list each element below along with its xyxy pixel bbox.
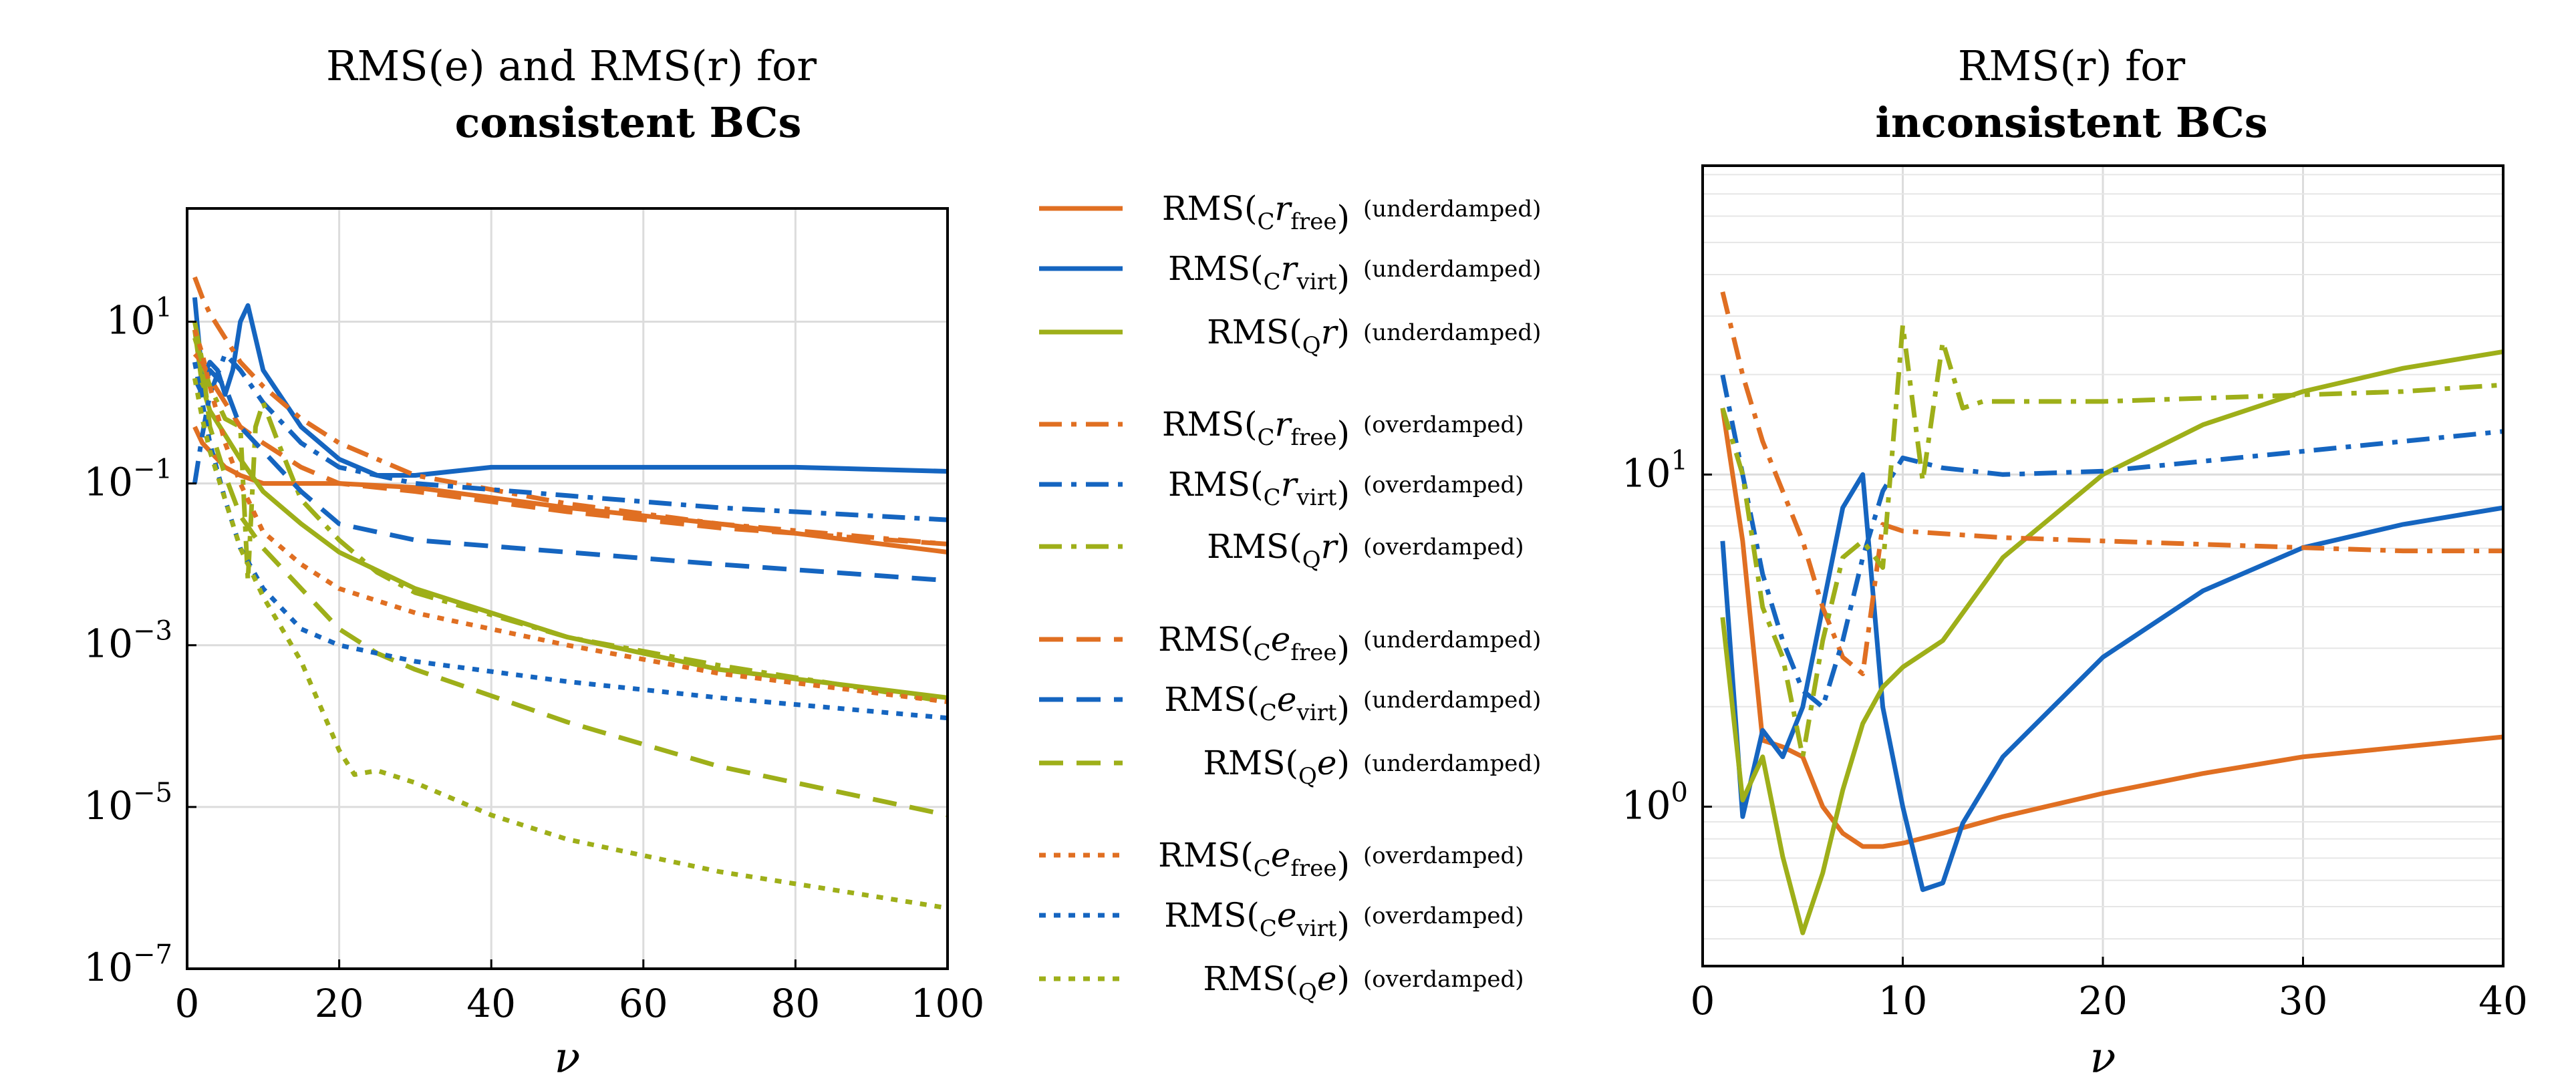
legend-label: RMS(Qe) (1203, 959, 1350, 1005)
left-series-line (192, 426, 948, 555)
left-series-line (192, 276, 948, 547)
right-series-line (1720, 374, 2504, 710)
left-ytick-label: 101 (106, 292, 172, 343)
legend-note: (underdamped) (1363, 319, 1541, 346)
legend-label: RMS(Qe) (1203, 744, 1350, 790)
left-ytick-label: 10−5 (84, 778, 172, 828)
left-chart-frame (186, 207, 949, 970)
right-title-line2: inconsistent BCs (1875, 98, 2267, 147)
right-x-axis-label: ν (2090, 1034, 2116, 1083)
legend-note: (overdamped) (1363, 966, 1524, 993)
left-series-line (192, 329, 948, 704)
legend-label: RMS(Crfree) (1162, 405, 1350, 453)
right-chart-ticks: 0 10 20 30 40 101 100 (1622, 445, 2528, 1024)
left-xtick-label: 60 (619, 981, 668, 1026)
left-ytick-label: 10−3 (84, 616, 172, 667)
left-xtick-label: 80 (770, 981, 820, 1026)
legend-entry: RMS(Qe) (overdamped) (1039, 959, 1524, 1005)
legend-label: RMS(Qr) (1207, 527, 1350, 573)
right-series-line (1720, 323, 2504, 760)
legend-note: (overdamped) (1363, 412, 1524, 438)
legend-note: (underdamped) (1363, 687, 1541, 714)
legend-entry: RMS(Cefree) (underdamped) (1039, 620, 1541, 668)
legend-note: (overdamped) (1363, 534, 1524, 561)
left-chart-ticks: 0 20 40 60 80 100 101 10−1 10−3 10−5 10−7 (84, 292, 984, 1026)
left-series-line (192, 351, 948, 522)
right-ytick-label: 101 (1622, 445, 1688, 496)
legend-entry: RMS(Cevirt) (overdamped) (1039, 896, 1524, 944)
left-title-line2: consistent BCs (455, 98, 802, 147)
left-ytick-label: 10−1 (84, 454, 172, 505)
left-x-axis-label: ν (555, 1034, 581, 1083)
left-series-line (192, 352, 948, 547)
left-series-line (192, 377, 948, 911)
legend-label: RMS(Cefree) (1158, 620, 1350, 668)
legend-note: (underdamped) (1363, 750, 1541, 777)
legend-note: (underdamped) (1363, 196, 1541, 222)
left-series-line (192, 297, 948, 478)
right-xtick-label: 30 (2279, 978, 2328, 1024)
legend-entry: RMS(Crvirt) (overdamped) (1039, 465, 1524, 513)
left-title-line1: RMS(e) and RMS(r) for (326, 41, 817, 90)
legend-entry: RMS(Crfree) (underdamped) (1039, 189, 1541, 237)
left-xtick-label: 0 (175, 981, 200, 1026)
left-series-line (192, 321, 948, 704)
legend-label: RMS(Crfree) (1162, 189, 1350, 237)
right-xtick-label: 0 (1691, 978, 1715, 1024)
legend-entry: RMS(Qr) (underdamped) (1039, 313, 1541, 359)
right-series-line (1720, 291, 2503, 677)
legend-label: RMS(Crvirt) (1168, 249, 1350, 297)
left-xtick-label: 20 (315, 981, 364, 1026)
right-chart-series (1720, 291, 2504, 935)
legend-note: (overdamped) (1363, 842, 1524, 869)
left-xtick-label: 40 (466, 981, 516, 1026)
right-xtick-label: 20 (2078, 978, 2128, 1024)
legend-label: RMS(Cevirt) (1164, 680, 1350, 728)
left-series-line (192, 367, 948, 583)
legend-note: (overdamped) (1363, 903, 1524, 929)
legend-label: RMS(Crvirt) (1168, 465, 1350, 513)
legend-note: (underdamped) (1363, 256, 1541, 283)
legend-entry: RMS(Cevirt) (underdamped) (1039, 680, 1541, 728)
right-chart-grid (1703, 166, 2503, 966)
legend-entry: RMS(Crvirt) (underdamped) (1039, 249, 1541, 297)
legend-entry: RMS(Crfree) (overdamped) (1039, 405, 1524, 453)
legend-entry: RMS(Cefree) (overdamped) (1039, 836, 1524, 884)
legend-label: RMS(Qr) (1207, 313, 1350, 359)
legend-note: (underdamped) (1363, 627, 1541, 653)
right-series-line (1720, 472, 2504, 893)
legend-entry: RMS(Qe) (underdamped) (1039, 744, 1541, 790)
right-ytick-label: 100 (1622, 777, 1688, 828)
legend-note: (overdamped) (1363, 472, 1524, 498)
right-xtick-label: 40 (2478, 978, 2528, 1024)
left-xtick-label: 100 (911, 981, 985, 1026)
right-series-line (1720, 349, 2504, 935)
left-ytick-label: 10−7 (84, 939, 172, 990)
legend-label: RMS(Cefree) (1158, 836, 1350, 884)
left-series-line (192, 337, 948, 818)
right-xtick-label: 10 (1878, 978, 1928, 1024)
legend: RMS(Crfree) (underdamped) RMS(Crvirt) (unde… (1039, 189, 1541, 1005)
legend-entry: RMS(Qr) (overdamped) (1039, 527, 1524, 573)
left-chart-series (192, 276, 948, 911)
right-title-line1: RMS(r) for (1958, 41, 2186, 90)
legend-label: RMS(Cevirt) (1164, 896, 1350, 944)
